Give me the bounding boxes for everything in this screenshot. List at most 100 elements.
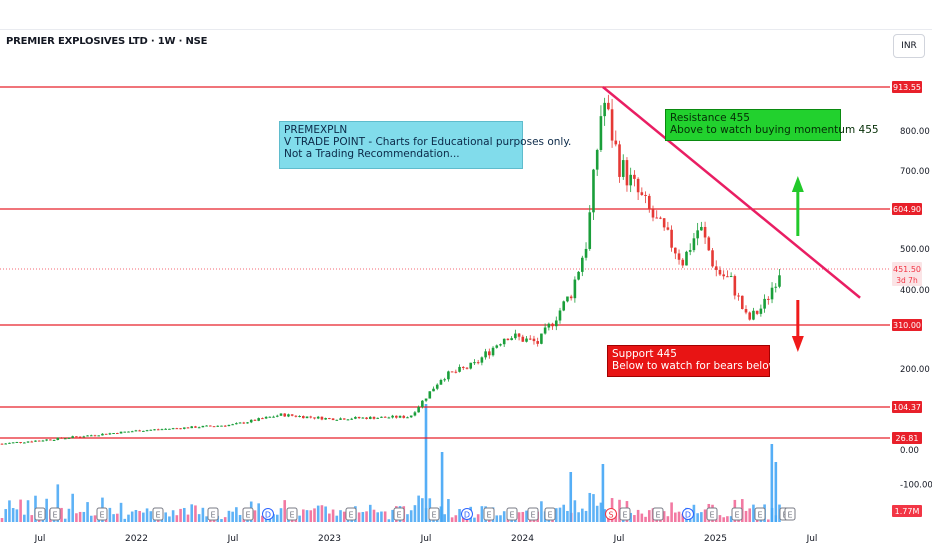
candle-body	[640, 192, 644, 195]
price-level-badge	[892, 432, 922, 444]
volume-bar	[30, 515, 34, 522]
candle-body	[93, 435, 97, 437]
candle-body	[610, 109, 614, 141]
candle-body	[376, 417, 380, 419]
volume-bar	[502, 511, 506, 522]
candle-body	[220, 425, 223, 427]
candle-body	[60, 437, 63, 439]
candle-body	[439, 379, 443, 385]
volume-bar	[417, 495, 420, 522]
volume-bar	[89, 515, 93, 522]
volume-bar	[357, 512, 361, 522]
candle-body	[718, 269, 722, 275]
candle-body	[290, 414, 294, 416]
event-marker	[207, 507, 219, 521]
candle-body	[488, 351, 491, 356]
candle-body	[685, 251, 688, 266]
candle-body	[354, 416, 357, 419]
candle-body	[778, 275, 781, 287]
candle-body	[700, 226, 703, 231]
volume-bar	[171, 510, 175, 522]
candle-body	[101, 433, 104, 436]
candle-body	[261, 418, 264, 420]
candle-body	[339, 418, 342, 420]
event-marker	[96, 507, 108, 521]
candle-body	[249, 419, 253, 423]
candle-body	[603, 102, 606, 117]
candle-body	[78, 436, 82, 438]
candle-body	[607, 102, 610, 110]
resistance-note-line: Resistance 455	[670, 112, 750, 124]
candle-body	[517, 333, 521, 337]
event-marker	[393, 507, 405, 521]
candle-body	[153, 429, 156, 431]
volume-bar	[666, 516, 670, 522]
candle-body	[372, 416, 376, 419]
candle-body	[484, 351, 487, 358]
top-border	[0, 29, 932, 30]
price-level-badge	[892, 81, 922, 93]
candle-body	[629, 174, 632, 186]
candle-body	[346, 419, 350, 421]
volume-bar	[261, 515, 264, 522]
volume-bar	[63, 518, 67, 522]
candle-body	[357, 416, 361, 419]
volume-bar	[454, 515, 458, 522]
volume-bar	[108, 507, 112, 522]
candle-body	[171, 428, 175, 430]
bearish-arrow-head	[791, 336, 804, 352]
event-marker	[784, 507, 796, 521]
event-marker	[754, 507, 766, 521]
event-marker-label: E	[210, 511, 215, 520]
event-marker-label: E	[655, 511, 660, 520]
candle-body	[19, 441, 22, 443]
y-tick-label: 500.00	[900, 245, 930, 255]
volume-bar	[387, 519, 391, 522]
candle-body	[112, 433, 115, 435]
volume-bar	[633, 515, 636, 522]
volume-bar	[495, 515, 499, 522]
candle-body	[491, 347, 495, 356]
volume-bar	[521, 511, 525, 522]
candle-body	[655, 217, 659, 219]
volume-badge	[892, 505, 922, 517]
event-marker	[49, 507, 61, 521]
volume-bar	[335, 515, 339, 522]
volume-bar	[316, 505, 320, 522]
candle-body	[45, 439, 48, 441]
volume-bar	[0, 518, 4, 522]
candle-body	[774, 286, 778, 288]
currency-button[interactable]: INR	[893, 34, 925, 58]
event-marker-label: D	[265, 511, 271, 520]
candle-body	[391, 415, 394, 418]
volume-bar	[190, 504, 194, 522]
candle-body	[160, 429, 164, 431]
volume-bar	[409, 510, 413, 522]
candle-body	[677, 253, 681, 260]
event-marker-label: D	[464, 511, 470, 520]
candle-body	[398, 415, 402, 418]
candle-body	[502, 338, 506, 345]
candle-body	[473, 362, 476, 364]
candle-body	[621, 160, 625, 177]
volume-bar	[424, 404, 428, 522]
volume-bar	[592, 494, 595, 522]
candle-body	[368, 416, 372, 419]
event-marker	[152, 507, 164, 521]
candle-body	[30, 441, 34, 443]
candle-body	[313, 417, 316, 419]
volume-bar	[722, 517, 725, 522]
volume-bar	[473, 517, 476, 522]
event-marker-label: E	[734, 511, 739, 520]
volume-bar	[4, 509, 8, 522]
x-tick-label: Jul	[806, 534, 818, 544]
candle-body	[320, 416, 324, 420]
volume-bar	[640, 513, 644, 522]
candle-body	[759, 308, 763, 314]
candle-body	[592, 169, 595, 213]
volume-bar	[447, 499, 450, 522]
candle-body	[458, 366, 461, 372]
candle-body	[380, 416, 383, 418]
volume-bar	[636, 509, 640, 522]
